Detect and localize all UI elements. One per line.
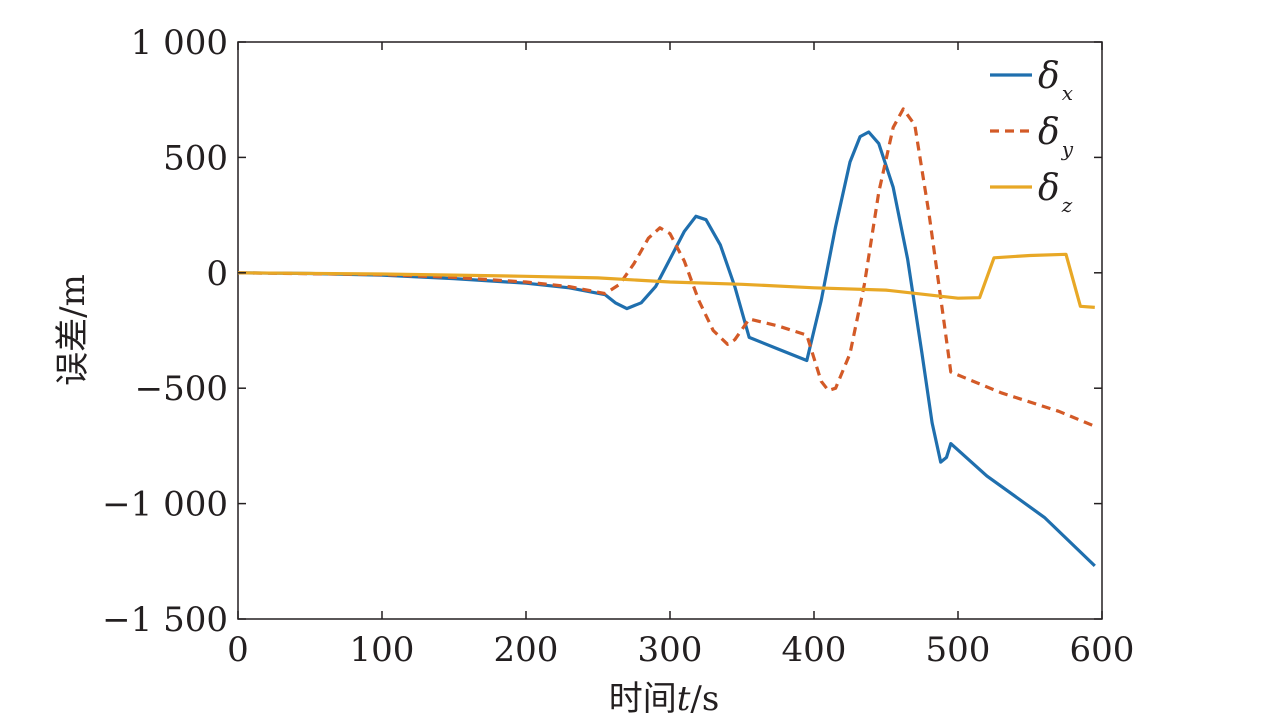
series-line-y (237, 107, 1096, 428)
y-tick-label: 1 000 (131, 23, 228, 63)
series-line-z (237, 252, 1095, 309)
ticks-layer: 0 100 200 300 400 500 600 1 000 500 0 −500 −1 000 −1… (102, 23, 1134, 670)
x-tick-label: 100 (350, 630, 415, 670)
x-tick-label: 0 (227, 630, 249, 670)
x-tick-label: 200 (494, 630, 559, 670)
y-axis-label: 误差/m (53, 274, 93, 386)
legend: δ x δ y δ z (990, 56, 1074, 217)
y-tick-label: 0 (206, 254, 228, 294)
plot-area (237, 41, 1103, 620)
x-tick-label: 300 (638, 630, 703, 670)
x-axis-label: 时间t/s (609, 679, 720, 719)
x-tick-label: 500 (926, 630, 991, 670)
x-tick-label: 400 (782, 630, 847, 670)
y-tick-label: −500 (135, 369, 228, 409)
y-tick-label: −1 500 (102, 600, 228, 640)
series-layer (237, 107, 1096, 568)
x-tick-label: 600 (1070, 630, 1135, 670)
y-tick-label: 500 (163, 138, 228, 178)
y-tick-label: −1 000 (102, 485, 228, 525)
